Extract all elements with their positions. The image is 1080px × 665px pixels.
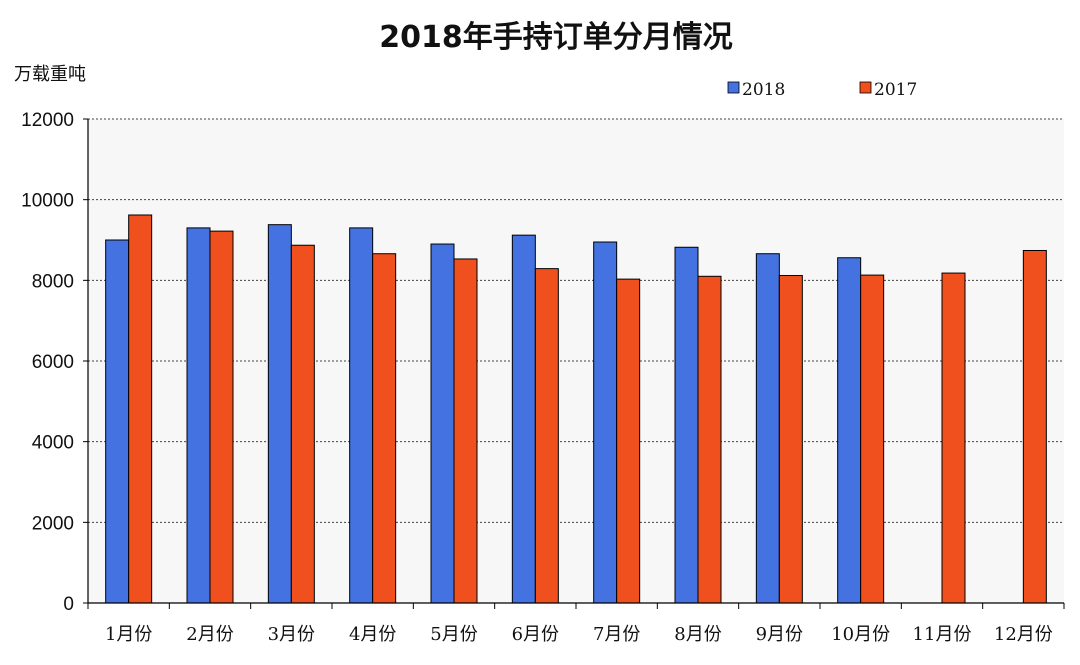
y-tick-label: 8000	[32, 271, 74, 292]
gridlines	[88, 118, 1064, 523]
bar-2017-8	[697, 275, 722, 604]
tick-labels: 0 2000 4000 6000 8000 10000 12000 1月份 2月份 3月份 4月份 5…	[21, 110, 1053, 645]
x-tick-label: 3月份	[268, 624, 315, 645]
bar-2018-8	[674, 246, 699, 604]
chart-title: 2018年手持订单分月情况	[379, 20, 733, 55]
bar-2017-2	[209, 230, 234, 604]
y-tick-label: 12000	[21, 110, 74, 131]
bar-2018-3	[267, 224, 292, 604]
x-tick-label: 7月份	[593, 624, 640, 645]
bar-2017-3	[290, 244, 315, 604]
bar-2018-4	[349, 227, 374, 604]
x-tick-label: 10月份	[831, 624, 890, 645]
axes	[83, 118, 1065, 609]
legend-swatch-2018	[727, 81, 740, 94]
x-tick-label: 6月份	[512, 624, 559, 645]
bar-2017-6	[534, 268, 559, 604]
legend-label-2017: 2017	[874, 80, 917, 100]
bar-2017-4	[372, 253, 397, 604]
legend-swatch-2017	[859, 81, 872, 94]
bar-2018-7	[593, 241, 618, 604]
bar-2018-10	[837, 257, 862, 604]
y-axis-label: 万载重吨	[14, 64, 86, 85]
bar-2017-10	[860, 274, 885, 604]
bar-2018-9	[755, 253, 780, 604]
y-tick-label: 0	[63, 594, 74, 615]
y-tick-label: 4000	[32, 433, 74, 454]
bar-2017-9	[778, 274, 803, 604]
bar-2017-5	[453, 258, 478, 604]
bar-2018-6	[511, 234, 536, 604]
x-tick-label: 1月份	[105, 624, 152, 645]
bars	[105, 214, 1047, 604]
x-tick-label: 12月份	[994, 624, 1053, 645]
x-tick-label: 4月份	[349, 624, 396, 645]
x-tick-label: 11月份	[913, 624, 972, 645]
bar-2018-5	[430, 243, 455, 604]
y-tick-label: 6000	[32, 352, 74, 373]
bar-2017-12	[1022, 249, 1047, 604]
x-tick-label: 2月份	[186, 624, 233, 645]
x-tick-label: 8月份	[674, 624, 721, 645]
x-tick-label: 9月份	[756, 624, 803, 645]
bar-2018-1	[105, 239, 130, 604]
y-tick-label: 2000	[32, 513, 74, 534]
bar-2017-7	[616, 278, 641, 604]
bar-2017-11	[941, 272, 966, 604]
legend: 2018 2017	[727, 80, 917, 100]
bar-2018-2	[186, 227, 211, 604]
y-tick-label: 10000	[21, 191, 74, 212]
x-tick-label: 5月份	[430, 624, 477, 645]
bar-2017-1	[128, 214, 153, 604]
legend-label-2018: 2018	[742, 80, 785, 100]
